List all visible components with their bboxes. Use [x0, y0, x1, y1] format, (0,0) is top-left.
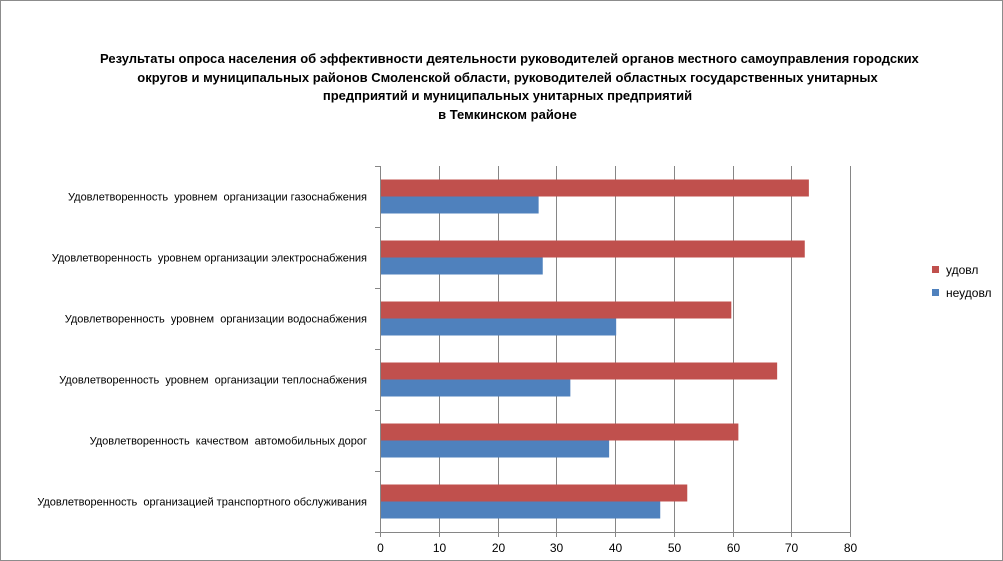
bar-neudovl-0	[381, 196, 539, 214]
legend: удовл неудовл	[932, 261, 992, 307]
bar-neudovl-3	[381, 379, 571, 397]
bar-udovl-2	[381, 301, 732, 319]
legend-item-neudovl: неудовл	[932, 284, 992, 301]
category-label-4: Удовлетворенность качеством автомобильны…	[90, 436, 367, 448]
category-label-5: Удовлетворенность организацией транспорт…	[37, 497, 367, 509]
x-tick-label-50: 50	[668, 541, 682, 555]
bar-neudovl-5	[381, 501, 661, 519]
x-tick-label-10: 10	[433, 541, 447, 555]
title-line-2: округов и муниципальных районов Смоленск…	[137, 69, 878, 85]
legend-label-udovl: удовл	[946, 262, 979, 277]
x-tick-label-40: 40	[609, 541, 623, 555]
title-line-3: предприятий и муниципальных унитарных пр…	[322, 88, 693, 103]
legend-item-udovl: удовл	[932, 261, 992, 278]
x-tick-label-30: 30	[550, 541, 564, 555]
legend-swatch-udovl	[932, 266, 939, 273]
category-label-3: Удовлетворенность уровнем организации те…	[59, 375, 367, 387]
bar-udovl-0	[381, 179, 809, 197]
bar-udovl-4	[381, 423, 739, 441]
category-label-2: Удовлетворенность уровнем организации во…	[65, 314, 367, 326]
x-tick-label-20: 20	[492, 541, 506, 555]
bar-neudovl-2	[381, 318, 617, 336]
category-label-0: Удовлетворенность уровнем организации га…	[68, 192, 367, 204]
legend-swatch-neudovl	[932, 289, 939, 296]
bar-neudovl-4	[381, 440, 610, 458]
x-tick-label-70: 70	[785, 541, 799, 555]
title-line-1: Результаты опроса населения об эффективн…	[100, 51, 919, 66]
chart-title: Результаты опроса населения об эффективн…	[100, 50, 919, 124]
bar-udovl-3	[381, 362, 778, 380]
x-tick-label-0: 0	[377, 541, 384, 555]
bar-neudovl-1	[381, 257, 543, 275]
legend-label-neudovl: неудовл	[946, 285, 992, 300]
x-tick-label-60: 60	[727, 541, 741, 555]
x-tick-label-80: 80	[844, 541, 858, 555]
bar-udovl-1	[381, 240, 805, 258]
bar-udovl-5	[381, 484, 688, 502]
category-label-1: Удовлетворенность уровнем организации эл…	[52, 253, 367, 265]
title-line-4: в Темкинском районе	[438, 106, 577, 122]
